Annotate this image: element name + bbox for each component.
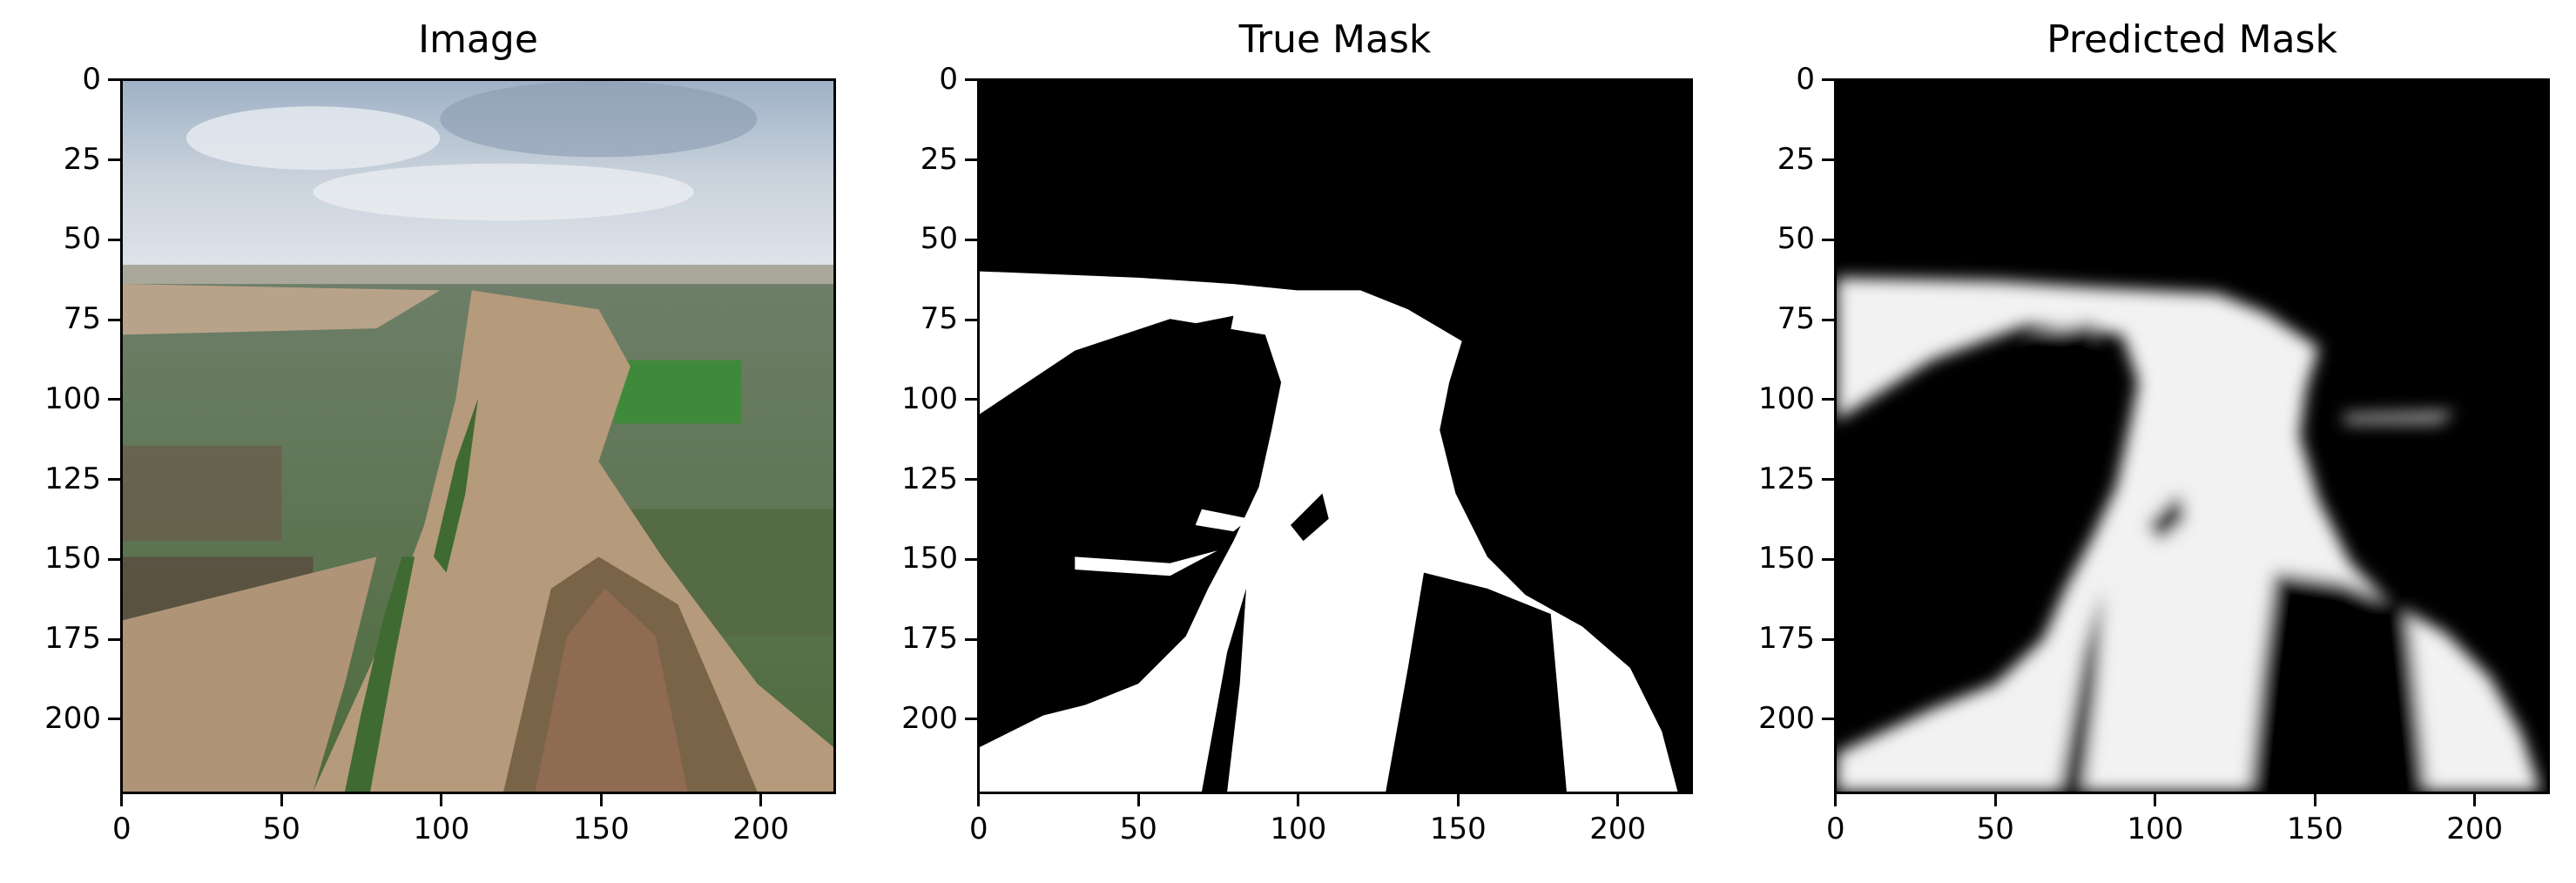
panel-title: Predicted Mask xyxy=(2047,17,2337,62)
y-tick-label: 75 xyxy=(920,301,958,337)
x-tick-mark xyxy=(280,794,283,806)
x-tick-mark xyxy=(1456,794,1460,806)
y-tick-mark xyxy=(965,158,977,162)
y-tick-label: 25 xyxy=(63,141,101,177)
x-tick-mark xyxy=(1616,794,1620,806)
x-tick-mark xyxy=(1136,794,1140,806)
y-tick-label: 200 xyxy=(1758,700,1815,736)
y-tick-label: 100 xyxy=(901,381,958,416)
y-tick-label: 150 xyxy=(44,541,101,576)
y-tick-label: 150 xyxy=(901,541,958,576)
y-tick-label: 200 xyxy=(901,700,958,736)
y-tick-mark xyxy=(1822,557,1834,561)
x-tick-label: 50 xyxy=(1976,812,2014,846)
x-tick-label: 100 xyxy=(2127,812,2184,846)
y-tick-label: 25 xyxy=(1777,141,1815,177)
y-tick-mark xyxy=(108,637,120,641)
y-tick-mark xyxy=(108,557,120,561)
y-tick-mark xyxy=(1822,318,1834,321)
y-tick-mark xyxy=(1822,637,1834,641)
y-tick-mark xyxy=(965,78,977,82)
panel-title: Image xyxy=(418,17,538,62)
x-tick-mark xyxy=(120,794,124,806)
y-tick-mark xyxy=(965,238,977,241)
y-tick-mark xyxy=(108,318,120,321)
y-tick-label: 75 xyxy=(63,301,101,337)
y-tick-mark xyxy=(965,637,977,641)
y-tick-mark xyxy=(108,238,120,241)
y-tick-mark xyxy=(1822,78,1834,82)
x-tick-label: 200 xyxy=(1589,812,1647,846)
x-tick-mark xyxy=(759,794,763,806)
aerial-river-photo xyxy=(123,81,833,792)
y-tick-mark xyxy=(1822,398,1834,401)
x-tick-mark xyxy=(1297,794,1300,806)
y-tick-label: 175 xyxy=(901,621,958,657)
y-tick-label: 100 xyxy=(1758,381,1815,416)
y-tick-mark xyxy=(1822,718,1834,721)
y-tick-mark xyxy=(1822,238,1834,241)
y-tick-label: 0 xyxy=(1796,61,1815,97)
y-tick-mark xyxy=(108,478,120,482)
y-tick-mark xyxy=(965,478,977,482)
y-tick-mark xyxy=(965,318,977,321)
y-tick-mark xyxy=(108,718,120,721)
y-tick-label: 50 xyxy=(63,221,101,257)
y-tick-mark xyxy=(108,398,120,401)
y-tick-mark xyxy=(965,718,977,721)
y-tick-label: 125 xyxy=(901,461,958,496)
y-tick-label: 75 xyxy=(1777,301,1815,337)
x-tick-mark xyxy=(2313,794,2316,806)
y-tick-label: 50 xyxy=(1777,221,1815,257)
x-tick-label: 150 xyxy=(1429,812,1487,846)
x-tick-mark xyxy=(1993,794,1997,806)
panel-title: True Mask xyxy=(1238,17,1432,62)
x-tick-label: 0 xyxy=(112,812,131,846)
true-mask-frame xyxy=(977,78,1693,794)
y-tick-label: 125 xyxy=(1758,461,1815,496)
x-tick-label: 0 xyxy=(1826,812,1845,846)
y-tick-label: 25 xyxy=(920,141,958,177)
y-tick-mark xyxy=(965,398,977,401)
predicted-mask-frame xyxy=(1834,78,2550,794)
x-tick-mark xyxy=(977,794,981,806)
y-tick-label: 200 xyxy=(44,700,101,736)
y-tick-label: 175 xyxy=(1758,621,1815,657)
x-tick-label: 200 xyxy=(2446,812,2504,846)
x-tick-label: 50 xyxy=(1119,812,1157,846)
x-tick-label: 100 xyxy=(413,812,470,846)
image-frame xyxy=(120,78,836,794)
x-tick-mark xyxy=(2473,794,2477,806)
y-tick-label: 0 xyxy=(939,61,958,97)
predicted-mask-image xyxy=(1837,81,2547,792)
y-tick-label: 0 xyxy=(82,61,101,97)
y-tick-mark xyxy=(965,557,977,561)
y-tick-label: 125 xyxy=(44,461,101,496)
y-tick-mark xyxy=(1822,158,1834,162)
x-tick-mark xyxy=(440,794,443,806)
y-tick-mark xyxy=(108,158,120,162)
x-tick-label: 50 xyxy=(262,812,300,846)
y-tick-label: 175 xyxy=(44,621,101,657)
y-tick-label: 50 xyxy=(920,221,958,257)
x-tick-label: 200 xyxy=(732,812,790,846)
y-tick-label: 150 xyxy=(1758,541,1815,576)
x-tick-mark xyxy=(599,794,603,806)
y-tick-mark xyxy=(108,78,120,82)
x-tick-label: 0 xyxy=(969,812,988,846)
x-tick-label: 150 xyxy=(2286,812,2343,846)
x-tick-label: 150 xyxy=(572,812,630,846)
x-tick-mark xyxy=(2154,794,2157,806)
y-tick-mark xyxy=(1822,478,1834,482)
x-tick-mark xyxy=(1834,794,1838,806)
x-tick-label: 100 xyxy=(1270,812,1327,846)
y-tick-label: 100 xyxy=(44,381,101,416)
true-mask-image xyxy=(980,81,1690,792)
